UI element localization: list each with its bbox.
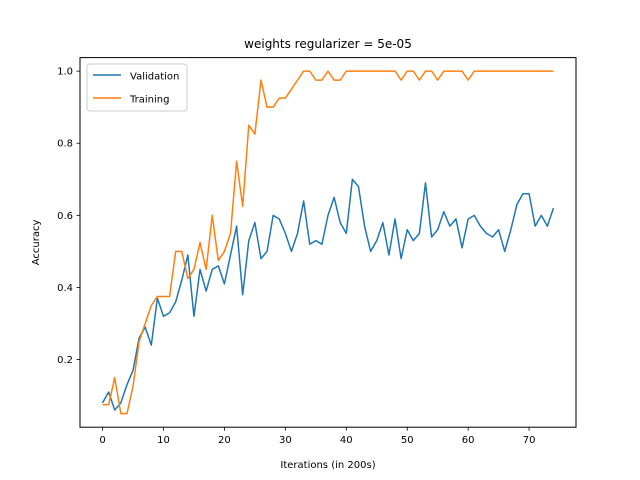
x-tick-label: 0 — [99, 435, 105, 446]
x-axis-label: Iterations (in 200s) — [280, 460, 375, 471]
x-tick-label: 70 — [523, 435, 536, 446]
legend: Validation Training — [86, 63, 188, 112]
series-line-validation — [101, 178, 555, 411]
y-tick-label: 1.0 — [57, 67, 73, 78]
x-tick-label: 20 — [218, 435, 231, 446]
series-layer — [101, 70, 555, 415]
x-tick-label: 30 — [279, 435, 292, 446]
y-tick-label: 0.4 — [57, 283, 73, 294]
x-tick-label: 50 — [401, 435, 414, 446]
y-tick-label: 0.6 — [57, 211, 73, 222]
legend-label-training: Training — [129, 95, 169, 106]
y-axis: 0.2 0.4 0.6 0.8 1.0 — [57, 67, 80, 366]
legend-label-validation: Validation — [130, 72, 179, 83]
chart-title: weights regularizer = 5e-05 — [244, 37, 412, 51]
plot-frame — [79, 57, 577, 428]
x-tick-label: 60 — [462, 435, 475, 446]
series-line-training — [102, 70, 554, 415]
x-tick-label: 40 — [340, 435, 353, 446]
x-axis: 0 10 20 30 40 50 60 70 — [99, 427, 535, 446]
y-axis-label: Accuracy — [31, 219, 42, 265]
x-tick-label: 10 — [157, 435, 170, 446]
y-tick-label: 0.2 — [57, 355, 73, 366]
y-tick-label: 0.8 — [57, 139, 73, 150]
